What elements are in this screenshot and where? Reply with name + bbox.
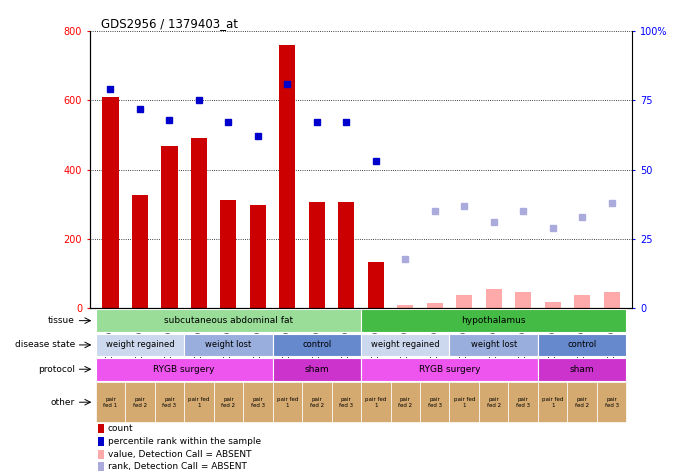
Text: protocol: protocol xyxy=(38,365,75,374)
Bar xyxy=(479,382,509,422)
Text: GDS2956 / 1379403_at: GDS2956 / 1379403_at xyxy=(101,17,238,30)
Text: pair fed
1: pair fed 1 xyxy=(365,397,386,408)
Text: pair
fed 3: pair fed 3 xyxy=(339,397,353,408)
Text: RYGB surgery: RYGB surgery xyxy=(153,365,215,374)
Bar xyxy=(486,290,502,309)
Bar xyxy=(273,334,361,356)
Bar xyxy=(332,382,361,422)
Bar xyxy=(302,382,332,422)
Bar xyxy=(603,292,620,309)
Text: pair
fed 2: pair fed 2 xyxy=(398,397,413,408)
Text: pair fed
1: pair fed 1 xyxy=(542,397,563,408)
Text: weight lost: weight lost xyxy=(205,340,252,349)
Bar xyxy=(125,382,155,422)
Bar xyxy=(390,382,420,422)
Bar xyxy=(361,309,626,332)
Bar xyxy=(191,138,207,309)
Bar xyxy=(509,382,538,422)
Bar xyxy=(420,382,449,422)
Bar xyxy=(155,382,184,422)
Bar xyxy=(249,205,266,309)
Text: disease state: disease state xyxy=(15,340,75,349)
Text: pair
fed 2: pair fed 2 xyxy=(133,397,147,408)
Bar xyxy=(361,382,390,422)
Bar xyxy=(515,292,531,309)
Text: percentile rank within the sample: percentile rank within the sample xyxy=(108,437,261,446)
Bar xyxy=(96,382,125,422)
Text: sham: sham xyxy=(570,365,594,374)
Bar xyxy=(456,295,473,309)
Text: pair
fed 2: pair fed 2 xyxy=(575,397,589,408)
Bar xyxy=(220,200,236,309)
Text: count: count xyxy=(108,424,133,433)
Bar xyxy=(132,195,148,309)
Text: pair
fed 3: pair fed 3 xyxy=(251,397,265,408)
Bar xyxy=(309,202,325,309)
Bar xyxy=(449,334,538,356)
Bar xyxy=(361,334,449,356)
Text: weight lost: weight lost xyxy=(471,340,517,349)
Text: pair fed
1: pair fed 1 xyxy=(453,397,475,408)
Bar xyxy=(161,146,178,309)
Text: pair fed
1: pair fed 1 xyxy=(188,397,209,408)
Bar xyxy=(98,425,104,433)
Text: pair
fed 3: pair fed 3 xyxy=(516,397,530,408)
Bar xyxy=(96,334,184,356)
Bar xyxy=(567,382,597,422)
Text: sham: sham xyxy=(305,365,329,374)
Bar xyxy=(545,301,561,309)
Text: pair
fed 2: pair fed 2 xyxy=(486,397,501,408)
Text: pair
fed 3: pair fed 3 xyxy=(428,397,442,408)
Bar xyxy=(273,358,361,381)
Text: subcutaneous abdominal fat: subcutaneous abdominal fat xyxy=(164,316,293,325)
Bar xyxy=(184,382,214,422)
Bar xyxy=(397,305,413,309)
Bar xyxy=(338,202,354,309)
Bar xyxy=(98,463,104,471)
Bar xyxy=(184,334,273,356)
Bar xyxy=(279,45,296,309)
Text: RYGB surgery: RYGB surgery xyxy=(419,365,480,374)
Text: value, Detection Call = ABSENT: value, Detection Call = ABSENT xyxy=(108,450,252,459)
Bar xyxy=(368,262,384,309)
Text: pair
fed 1: pair fed 1 xyxy=(104,397,117,408)
Text: pair
fed 3: pair fed 3 xyxy=(162,397,176,408)
Bar xyxy=(538,334,626,356)
Bar xyxy=(538,382,567,422)
Bar xyxy=(597,382,626,422)
Text: pair
fed 3: pair fed 3 xyxy=(605,397,618,408)
Text: hypothalamus: hypothalamus xyxy=(462,316,526,325)
Bar xyxy=(98,437,104,446)
Bar xyxy=(98,450,104,458)
Bar xyxy=(574,295,590,309)
Bar xyxy=(449,382,479,422)
Bar xyxy=(273,382,302,422)
Text: rank, Detection Call = ABSENT: rank, Detection Call = ABSENT xyxy=(108,462,247,471)
Text: control: control xyxy=(302,340,332,349)
Bar xyxy=(243,382,273,422)
Text: pair fed
1: pair fed 1 xyxy=(276,397,298,408)
Bar xyxy=(538,358,626,381)
Text: control: control xyxy=(567,340,597,349)
Bar xyxy=(102,97,119,309)
Bar xyxy=(96,309,361,332)
Bar xyxy=(361,358,538,381)
Text: pair
fed 2: pair fed 2 xyxy=(310,397,324,408)
Bar xyxy=(96,358,273,381)
Text: tissue: tissue xyxy=(48,316,75,325)
Text: weight regained: weight regained xyxy=(371,340,439,349)
Bar xyxy=(426,303,443,309)
Text: pair
fed 2: pair fed 2 xyxy=(221,397,236,408)
Bar xyxy=(214,382,243,422)
Text: weight regained: weight regained xyxy=(106,340,174,349)
Text: other: other xyxy=(51,398,75,407)
